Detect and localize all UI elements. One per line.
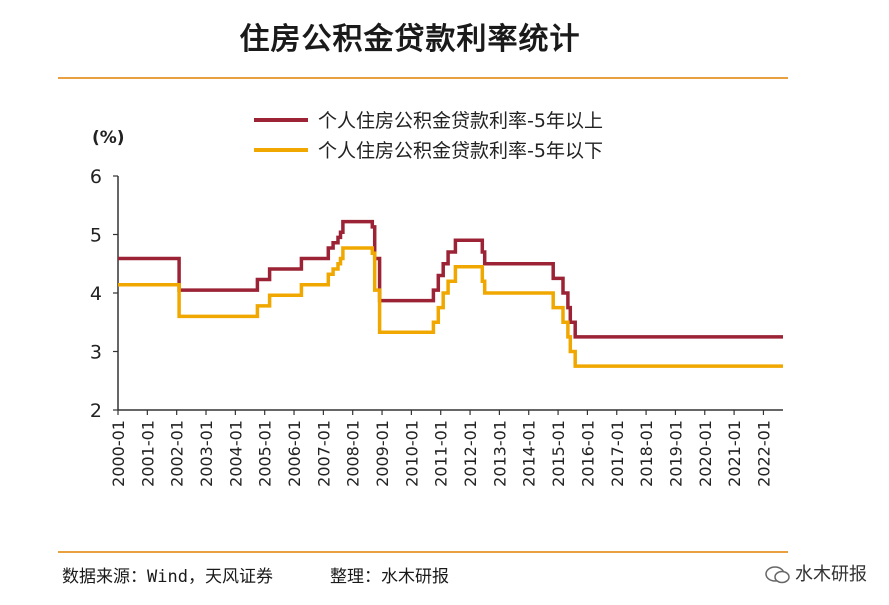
x-tick-label: 2005-01 <box>256 420 275 487</box>
line-chart: 2 3 4 5 6 (%) 2000-01 2001-01 2002-01 2003-01 2004… <box>90 110 783 487</box>
x-tick-label: 2001-01 <box>138 420 157 487</box>
wechat-icon <box>765 566 790 584</box>
y-axis-label: (%) <box>92 128 125 148</box>
y-tick-label: 5 <box>90 225 102 247</box>
legend-label-2: 个人住房公积金贷款利率-5年以下 <box>318 140 603 162</box>
x-tick-label: 2013-01 <box>490 420 509 487</box>
x-tick-label: 2003-01 <box>197 420 216 487</box>
x-tick-label: 2015-01 <box>549 420 568 487</box>
series-line-2 <box>118 246 783 368</box>
y-tick-label: 3 <box>90 342 102 364</box>
x-tick-label: 2018-01 <box>637 420 656 487</box>
x-tick-label: 2012-01 <box>461 420 480 487</box>
x-tick-label: 2022-01 <box>754 420 773 487</box>
y-tick-label: 6 <box>90 166 102 188</box>
compiler-credit: 整理：水木研报 <box>330 567 449 587</box>
x-tick-label: 2009-01 <box>373 420 392 487</box>
x-tick-label: 2007-01 <box>314 420 333 487</box>
x-tick-label: 2019-01 <box>666 420 685 487</box>
data-source: 数据来源：Wind，天风证券 <box>62 567 273 587</box>
x-tick-label: 2020-01 <box>696 420 715 487</box>
x-tick-label: 2004-01 <box>226 420 245 487</box>
title-divider <box>58 77 788 79</box>
x-tick-label: 2008-01 <box>344 420 363 487</box>
x-tick-label: 2016-01 <box>578 420 597 487</box>
x-tick-label: 2011-01 <box>432 420 451 487</box>
x-tick-label: 2017-01 <box>608 420 627 487</box>
legend-label-1: 个人住房公积金贷款利率-5年以上 <box>318 110 603 132</box>
watermark-text: 水木研报 <box>795 564 867 585</box>
y-tick-label: 2 <box>90 400 102 422</box>
x-tick-label: 2000-01 <box>109 420 128 487</box>
x-tick-label: 2002-01 <box>168 420 187 487</box>
x-tick-label: 2014-01 <box>520 420 539 487</box>
x-tick-label: 2021-01 <box>725 420 744 487</box>
x-tick-label: 2006-01 <box>285 420 304 487</box>
footer-divider <box>58 551 788 553</box>
series-line-1 <box>118 219 783 339</box>
y-tick-label: 4 <box>90 283 102 305</box>
watermark: 水木研报 <box>765 560 867 586</box>
x-tick-label: 2010-01 <box>402 420 421 487</box>
chart-title: 住房公积金贷款利率统计 <box>239 22 581 57</box>
